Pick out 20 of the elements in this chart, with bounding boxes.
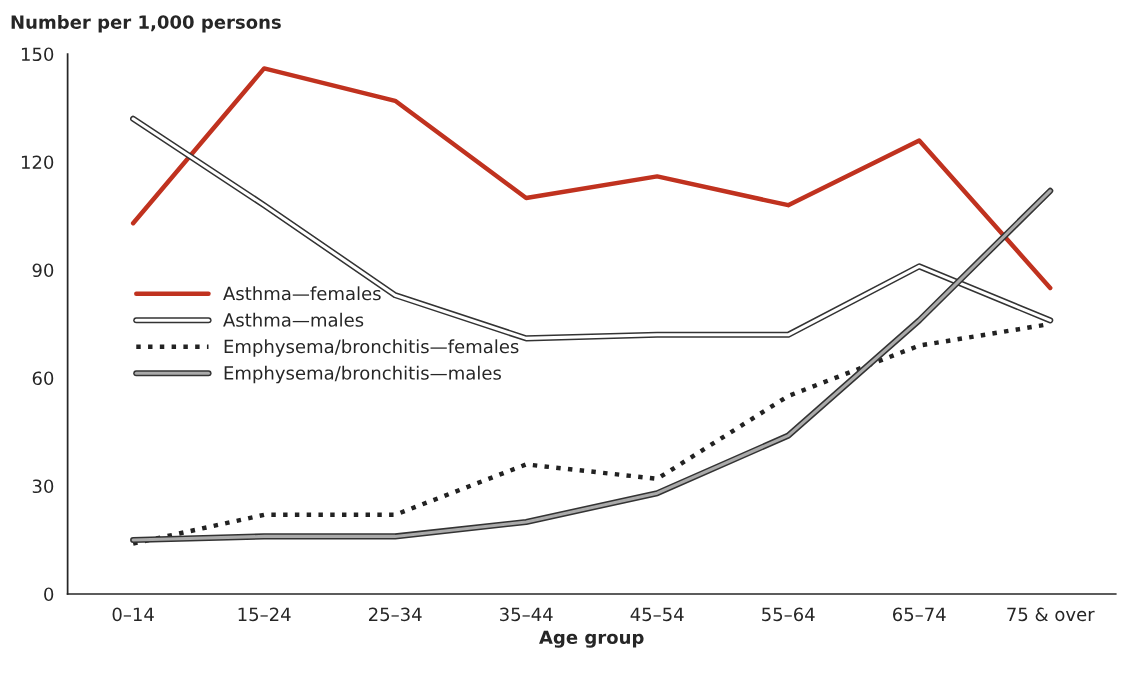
y-tick-label: 60 — [32, 371, 54, 386]
x-axis-title: Age group — [539, 630, 644, 648]
y-tick-label: 90 — [32, 263, 54, 278]
y-tick-label: 30 — [32, 479, 54, 494]
x-tick-label: 15–24 — [238, 607, 291, 622]
legend-label: Asthma—males — [223, 312, 364, 327]
y-tick-label: 0 — [44, 587, 54, 602]
y-axis-title: Number per 1,000 persons — [11, 14, 281, 33]
x-tick-label: 75 & over — [1007, 607, 1095, 622]
x-tick-label: 55–64 — [762, 607, 815, 622]
y-tick-label: 150 — [21, 47, 54, 62]
x-tick-label: 65–74 — [892, 607, 946, 622]
legend-label: Asthma—females — [223, 286, 381, 301]
x-tick-label: 0–14 — [112, 607, 154, 622]
x-tick-label: 25–34 — [368, 607, 422, 622]
x-tick-label: 35–44 — [500, 607, 553, 622]
legend-label: Emphysema/bronchitis—males — [224, 365, 501, 384]
legend-label: Emphysema/bronchitis—females — [224, 339, 519, 357]
y-tick-label: 120 — [21, 155, 54, 170]
x-tick-label: 45–54 — [630, 607, 684, 622]
